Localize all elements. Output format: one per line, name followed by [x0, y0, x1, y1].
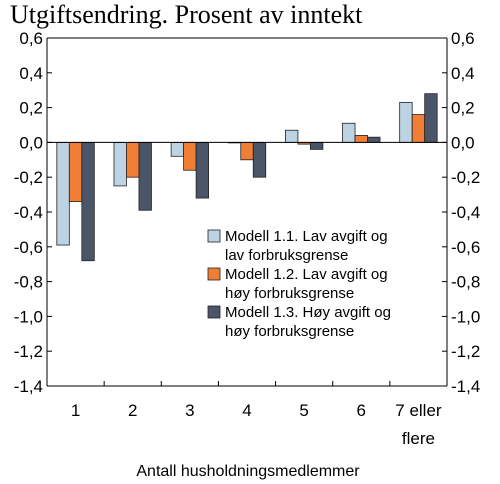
y-tick-label-left: -0,4: [14, 203, 43, 222]
x-tick-label: 1: [71, 401, 80, 420]
bar: [183, 141, 197, 171]
bar: [411, 114, 426, 143]
y-tick-label-right: -0,8: [451, 273, 480, 292]
y-tick-label-left: 0,2: [19, 99, 43, 118]
legend-entry: lav forbruksgrense: [225, 247, 348, 264]
y-tick-label-right: -0,2: [451, 168, 480, 187]
bar: [195, 141, 210, 199]
y-tick-label-left: -1,0: [14, 307, 43, 326]
bar: [170, 141, 185, 157]
bar: [240, 141, 254, 161]
bar: [399, 101, 413, 143]
y-tick-label-left: 0,6: [19, 29, 43, 48]
bar: [56, 141, 70, 246]
y-tick-label-right: 0,2: [451, 99, 475, 118]
bar: [342, 122, 356, 143]
legend-entry: Modell 1.3. Høy avgift og: [225, 304, 391, 321]
y-tick-label-right: 0,6: [451, 29, 475, 48]
y-tick-label-right: -0,6: [451, 238, 480, 257]
x-tick-label: 4: [242, 401, 251, 420]
chart-title: Utgiftsendring. Prosent av inntekt: [10, 0, 363, 29]
bar: [81, 141, 95, 262]
bar: [424, 93, 438, 143]
y-tick-label-left: 0,0: [19, 133, 43, 152]
bar: [68, 141, 83, 202]
x-tick-label: 2: [128, 401, 137, 420]
legend-swatch: [207, 305, 221, 319]
legend-entry: Modell 1.2. Lav avgift og: [225, 266, 388, 283]
y-tick-label-right: -1,0: [451, 307, 480, 326]
legend-entry: høy forbruksgrense: [225, 323, 354, 340]
x-axis-label: Antall husholdningsmedlemmer: [136, 463, 360, 480]
bar: [138, 141, 152, 211]
y-tick-label-left: 0,4: [19, 64, 43, 83]
bar: [367, 136, 381, 143]
legend-swatch: [207, 229, 221, 243]
y-tick-label-right: -0,4: [451, 203, 480, 222]
y-tick-label-left: -0,2: [14, 168, 43, 187]
bar: [126, 141, 140, 178]
y-tick-label-right: 0,0: [451, 133, 475, 152]
bar: [309, 141, 324, 150]
y-tick-label-right: -1,4: [451, 377, 480, 396]
bar: [354, 135, 368, 143]
x-tick-label: flere: [402, 429, 435, 448]
legend-swatch: [207, 267, 221, 281]
legend-entry: høy forbruksgrense: [225, 285, 354, 302]
y-tick-label-left: -1,2: [14, 342, 43, 361]
y-tick-label-left: -0,6: [14, 238, 43, 257]
x-tick-label: 6: [357, 401, 366, 420]
legend-entry: Modell 1.1. Lav avgift og: [225, 228, 388, 245]
y-tick-label-left: -1,4: [14, 377, 43, 396]
bar: [284, 129, 299, 143]
bar: [113, 141, 127, 187]
bar: [252, 141, 267, 178]
y-tick-label-right: 0,4: [451, 64, 475, 83]
x-tick-label: 3: [185, 401, 194, 420]
x-tick-label: 5: [299, 401, 308, 420]
y-tick-label-left: -0,8: [14, 273, 43, 292]
x-tick-label: 7 eller: [395, 401, 442, 420]
y-tick-label-right: -1,2: [451, 342, 480, 361]
